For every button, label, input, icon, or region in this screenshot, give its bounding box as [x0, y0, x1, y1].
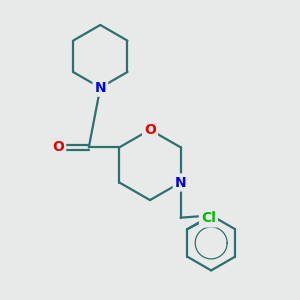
Text: N: N: [175, 176, 186, 190]
Text: O: O: [144, 123, 156, 137]
Text: Cl: Cl: [201, 212, 216, 225]
Text: O: O: [52, 140, 64, 154]
Text: N: N: [94, 81, 106, 95]
